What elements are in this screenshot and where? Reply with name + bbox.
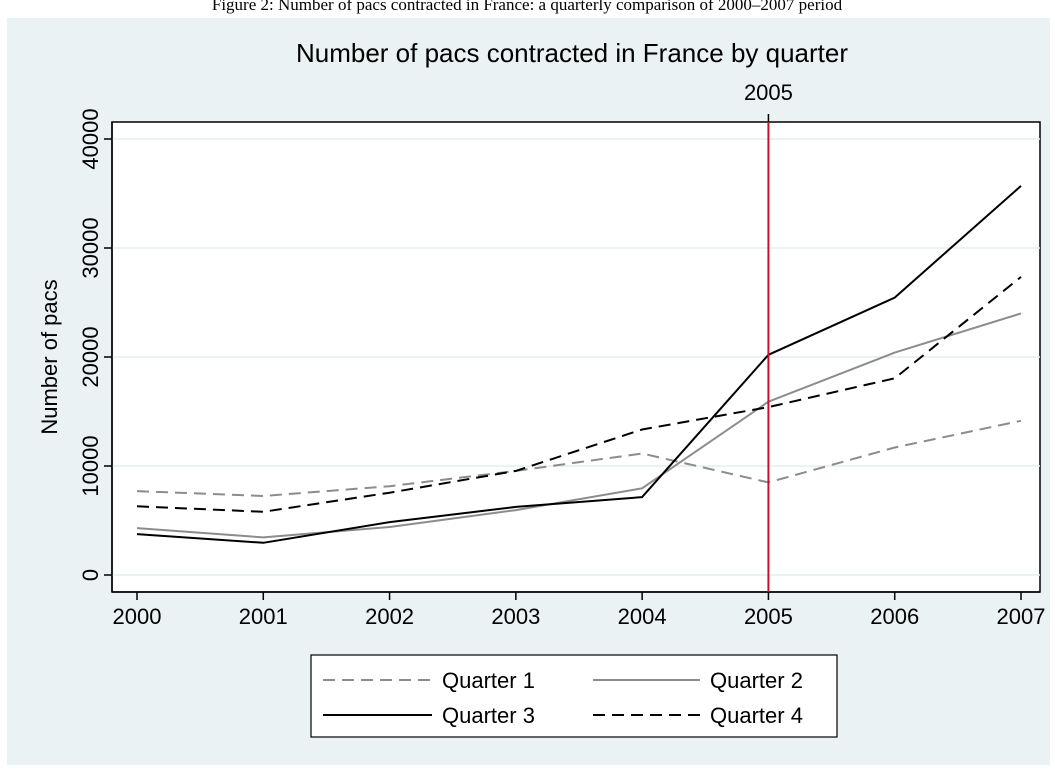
legend-label: Quarter 3 bbox=[442, 703, 535, 728]
x-tick-label: 2005 bbox=[744, 604, 793, 629]
x-tick-label: 2001 bbox=[239, 604, 288, 629]
chart-title: Number of pacs contracted in France by q… bbox=[296, 38, 848, 68]
reference-line-label: 2005 bbox=[744, 80, 793, 105]
y-tick-label: 10000 bbox=[78, 435, 103, 496]
x-tick-label: 2002 bbox=[365, 604, 414, 629]
y-tick-label: 30000 bbox=[78, 217, 103, 278]
x-tick-label: 2006 bbox=[870, 604, 919, 629]
x-tick-label: 2004 bbox=[618, 604, 667, 629]
figure-caption: Figure 2: Number of pacs contracted in F… bbox=[212, 0, 843, 14]
y-axis-label: Number of pacs bbox=[37, 279, 62, 434]
y-tick-label: 40000 bbox=[78, 108, 103, 169]
legend: Quarter 1 Quarter 2 Quarter 3 Quarter 4 bbox=[311, 655, 837, 737]
legend-label: Quarter 2 bbox=[710, 668, 803, 693]
legend-label: Quarter 1 bbox=[442, 668, 535, 693]
x-tick-label: 2000 bbox=[113, 604, 162, 629]
legend-label: Quarter 4 bbox=[710, 703, 803, 728]
y-tick-label: 0 bbox=[78, 569, 103, 581]
x-tick-label: 2003 bbox=[491, 604, 540, 629]
x-tick-label: 2007 bbox=[997, 604, 1046, 629]
y-tick-label: 20000 bbox=[78, 326, 103, 387]
